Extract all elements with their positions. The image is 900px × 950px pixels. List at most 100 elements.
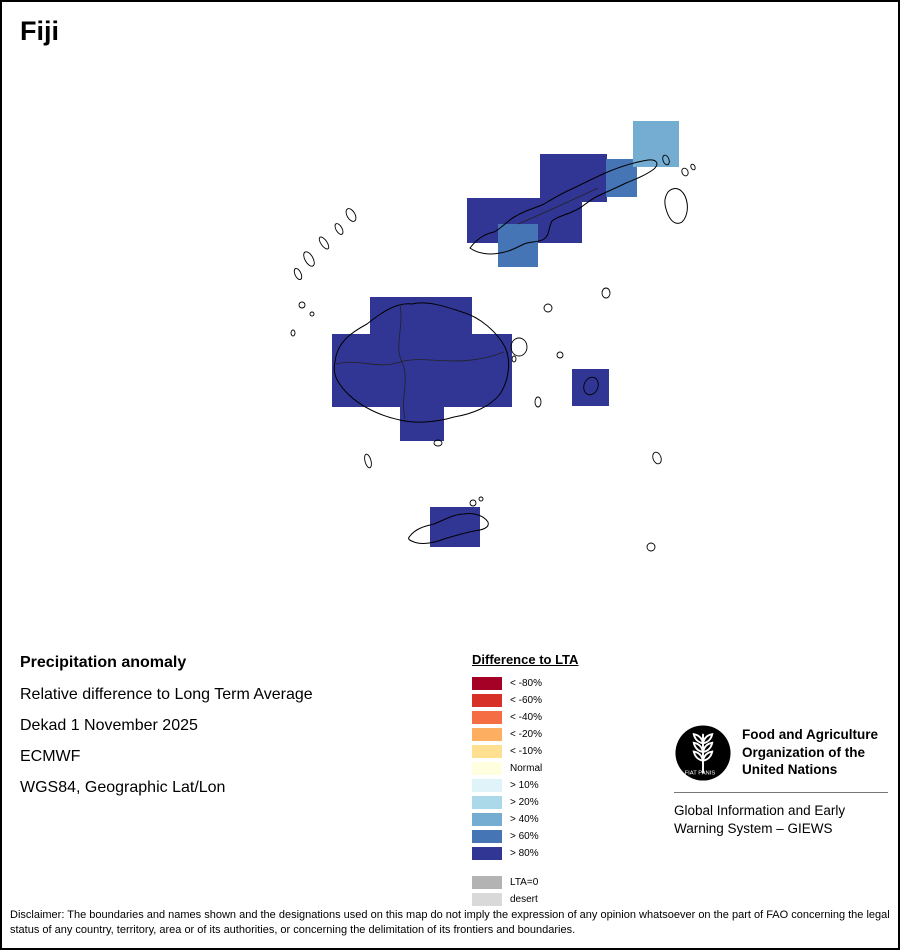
legend-item: < -10% — [472, 743, 622, 760]
anomaly-cell — [633, 121, 679, 167]
legend-label: > 20% — [510, 797, 539, 808]
legend-item: < -40% — [472, 709, 622, 726]
legend-label: desert — [510, 894, 538, 905]
islet-outline — [290, 329, 296, 337]
legend-label: > 10% — [510, 780, 539, 791]
anomaly-cell — [606, 159, 637, 197]
legend-items: < -80% < -60% < -40% < -20% < -10% Normal > 10… — [472, 675, 622, 862]
legend-swatch — [472, 677, 502, 690]
legend-swatch — [472, 762, 502, 775]
map-info: Precipitation anomaly Relative differenc… — [20, 654, 450, 810]
legend-label: < -20% — [510, 729, 542, 740]
islet-outline — [556, 351, 564, 359]
island-taveuni — [664, 188, 688, 224]
map-cells — [332, 121, 679, 547]
islet-outline — [662, 154, 670, 166]
legend-label: > 80% — [510, 848, 539, 859]
legend-label: LTA=0 — [510, 877, 539, 888]
legend-item: > 60% — [472, 828, 622, 845]
legend-swatch — [472, 694, 502, 707]
legend-label: < -40% — [510, 712, 542, 723]
fiat-panis-label: FIAT PANIS — [685, 770, 716, 776]
islet-outline — [510, 337, 528, 357]
fao-divider — [674, 792, 888, 793]
anomaly-cell — [400, 407, 444, 441]
legend-swatch — [472, 847, 502, 860]
legend-swatch — [472, 779, 502, 792]
islet-outline — [601, 287, 611, 299]
islet-outline — [293, 267, 303, 281]
fao-logo: FIAT PANIS — [675, 725, 731, 781]
islet-outline — [478, 496, 484, 502]
legend-item: desert — [472, 891, 622, 908]
legend-label: Normal — [510, 763, 543, 774]
legend-item: < -60% — [472, 692, 622, 709]
island-viti-levu — [333, 302, 510, 423]
anomaly-cell — [332, 334, 512, 407]
islet-outline — [690, 163, 696, 171]
legend-swatch — [472, 728, 502, 741]
legend-extra-items: LTA=0 desert — [472, 874, 622, 908]
page-title: Fiji — [20, 16, 59, 46]
disclaimer: Disclaimer: The boundaries and names sho… — [10, 909, 890, 936]
info-projection: WGS84, Geographic Lat/Lon — [20, 779, 226, 796]
legend-swatch — [472, 745, 502, 758]
island-outlines — [290, 154, 696, 552]
islet-outline — [583, 376, 599, 396]
anomaly-cell — [572, 369, 609, 406]
admin-line — [398, 303, 406, 420]
legend-item: < -20% — [472, 726, 622, 743]
info-subtitle: Relative difference to Long Term Average — [20, 686, 313, 703]
legend-title: Difference to LTA — [472, 652, 579, 667]
legend-label: < -10% — [510, 746, 542, 757]
fao-row: FIAT PANIS Food and Agriculture Organiza… — [674, 724, 888, 782]
legend-label: > 40% — [510, 814, 539, 825]
anomaly-cell — [370, 297, 472, 337]
islet-outline — [681, 167, 689, 177]
legend-label: < -80% — [510, 678, 542, 689]
legend-swatch — [472, 830, 502, 843]
fao-name: Food and Agriculture Organization of the… — [742, 727, 878, 778]
legend-swatch — [472, 893, 502, 906]
islet-outline — [543, 303, 553, 313]
legend-item: > 80% — [472, 845, 622, 862]
legend-item: < -80% — [472, 675, 622, 692]
islet-outline — [534, 396, 542, 408]
legend-item: > 40% — [472, 811, 622, 828]
legend-item: Normal — [472, 760, 622, 777]
islet-outline — [303, 251, 315, 267]
admin-boundaries — [335, 187, 599, 420]
info-heading: Precipitation anomaly — [20, 654, 187, 671]
islet-outline — [298, 301, 306, 309]
islet-outline — [318, 236, 330, 250]
admin-line — [335, 351, 505, 366]
legend-swatch — [472, 813, 502, 826]
info-dekad: Dekad 1 November 2025 — [20, 717, 198, 734]
legend-swatch — [472, 876, 502, 889]
info-source: ECMWF — [20, 748, 81, 765]
map — [290, 121, 696, 552]
anomaly-cell — [540, 154, 607, 202]
islet-outline — [334, 223, 344, 235]
giews-label: Global Information and Early Warning Sys… — [674, 803, 846, 837]
islet-outline — [345, 208, 357, 222]
legend-label: < -60% — [510, 695, 542, 706]
legend-item: LTA=0 — [472, 874, 622, 891]
legend-swatch — [472, 711, 502, 724]
admin-line — [517, 187, 599, 225]
legend-swatch — [472, 796, 502, 809]
islet-outline — [309, 311, 315, 317]
islet-outline — [652, 451, 662, 465]
island-vanua-levu — [469, 159, 658, 255]
anomaly-cell — [498, 224, 538, 267]
wheat-ear-icon — [692, 732, 714, 774]
small-islands — [290, 154, 696, 552]
islet-outline — [646, 542, 656, 552]
legend-item: > 20% — [472, 794, 622, 811]
islet-outline — [433, 439, 443, 447]
islet-outline — [511, 355, 517, 363]
fao-block: FIAT PANIS Food and Agriculture Organiza… — [674, 724, 888, 838]
islet-outline — [364, 453, 372, 469]
legend-label: > 60% — [510, 831, 539, 842]
